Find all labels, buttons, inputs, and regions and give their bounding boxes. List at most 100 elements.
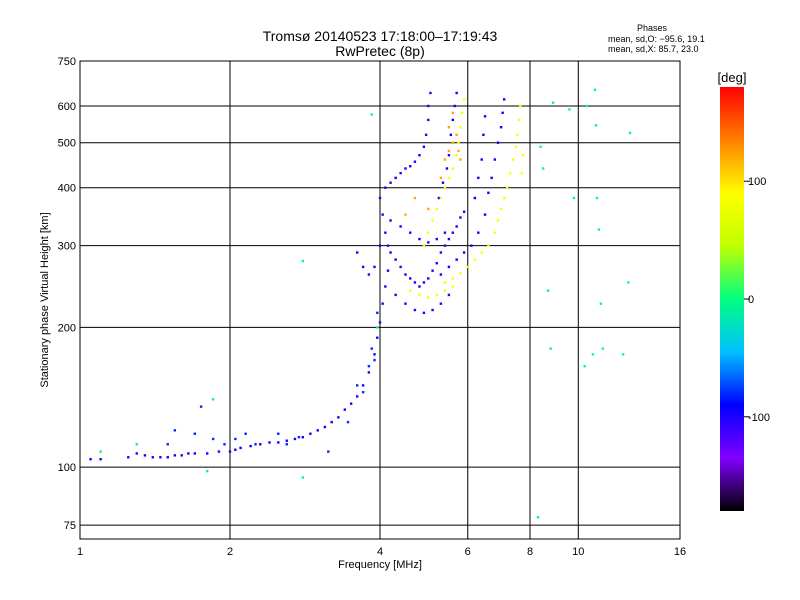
data-point bbox=[297, 435, 301, 439]
data-point bbox=[268, 441, 271, 444]
data-point bbox=[457, 141, 460, 144]
data-point bbox=[517, 118, 521, 122]
data-point bbox=[443, 186, 447, 189]
data-point bbox=[127, 456, 130, 459]
stats-line-x: mean, sd,X: 85.7, 23.0 bbox=[608, 44, 699, 54]
data-point bbox=[439, 273, 443, 276]
data-point bbox=[424, 133, 428, 137]
data-point bbox=[409, 231, 412, 234]
data-point bbox=[451, 118, 455, 122]
data-point bbox=[628, 131, 632, 135]
data-point bbox=[211, 437, 215, 441]
data-point bbox=[418, 237, 421, 241]
data-point bbox=[399, 171, 402, 175]
data-point bbox=[597, 228, 601, 231]
data-point bbox=[435, 293, 438, 297]
data-point bbox=[462, 98, 466, 101]
data-point bbox=[413, 196, 417, 200]
data-point bbox=[99, 450, 102, 453]
data-point bbox=[435, 237, 438, 241]
data-point bbox=[277, 432, 280, 435]
data-point bbox=[404, 302, 407, 305]
data-point bbox=[443, 158, 447, 161]
y-tick-label: 100 bbox=[58, 462, 76, 474]
data-point bbox=[601, 347, 605, 350]
data-point bbox=[239, 446, 242, 450]
data-point bbox=[499, 207, 503, 211]
data-point bbox=[437, 196, 441, 200]
data-point bbox=[378, 244, 382, 247]
data-point bbox=[367, 273, 371, 276]
data-point bbox=[217, 450, 221, 453]
data-point bbox=[422, 311, 426, 315]
plot-frame bbox=[79, 60, 681, 540]
data-point bbox=[449, 133, 453, 137]
data-point bbox=[370, 113, 373, 116]
data-point bbox=[447, 293, 451, 297]
data-point bbox=[521, 153, 525, 157]
data-point bbox=[451, 285, 455, 288]
data-point bbox=[228, 450, 232, 453]
data-point bbox=[389, 251, 392, 254]
data-point bbox=[409, 289, 412, 292]
data-point bbox=[482, 133, 485, 137]
data-point bbox=[99, 458, 102, 461]
data-point bbox=[370, 347, 373, 350]
data-point bbox=[399, 225, 402, 228]
data-point bbox=[394, 293, 397, 297]
data-point bbox=[447, 126, 451, 129]
data-point bbox=[166, 443, 169, 446]
data-point bbox=[309, 432, 312, 435]
data-point bbox=[480, 251, 483, 254]
data-point bbox=[355, 251, 359, 254]
y-tick-label: 75 bbox=[64, 520, 76, 532]
data-point bbox=[234, 448, 237, 451]
data-point bbox=[89, 458, 92, 461]
x-axis-label: Frequency [MHz] bbox=[338, 559, 422, 571]
data-point bbox=[583, 364, 586, 368]
data-point bbox=[418, 153, 421, 157]
data-point bbox=[386, 269, 390, 272]
data-point bbox=[389, 219, 392, 222]
data-point bbox=[361, 384, 365, 387]
data-point bbox=[367, 371, 371, 374]
data-point bbox=[193, 432, 197, 435]
x-tick-label: 2 bbox=[227, 546, 233, 558]
data-point bbox=[323, 425, 327, 429]
data-point bbox=[593, 88, 597, 92]
data-point bbox=[441, 181, 445, 184]
data-point bbox=[480, 158, 483, 161]
data-point bbox=[539, 145, 542, 148]
data-point bbox=[447, 265, 451, 269]
data-point bbox=[447, 149, 451, 153]
colorbar-label: [deg] bbox=[718, 70, 747, 85]
data-point bbox=[343, 408, 347, 411]
data-point bbox=[259, 443, 262, 446]
data-point bbox=[473, 258, 477, 261]
data-point bbox=[496, 141, 500, 144]
data-point bbox=[487, 244, 490, 247]
data-point bbox=[187, 452, 190, 455]
data-point bbox=[455, 133, 458, 137]
data-point bbox=[285, 439, 288, 442]
data-point bbox=[451, 111, 455, 115]
data-point bbox=[459, 216, 462, 219]
axis-ticks: 1 2 4 6 8 10 16 75 100 200 300 400 500 600 750 bbox=[58, 56, 686, 558]
data-point bbox=[483, 115, 487, 118]
data-point bbox=[431, 308, 434, 312]
data-point bbox=[381, 302, 384, 305]
data-point bbox=[409, 277, 412, 280]
data-point bbox=[439, 251, 443, 254]
data-point bbox=[355, 395, 359, 398]
x-tick-label: 10 bbox=[572, 546, 584, 558]
data-point bbox=[490, 176, 493, 180]
data-point bbox=[594, 124, 598, 127]
data-point bbox=[435, 262, 438, 265]
data-point bbox=[361, 265, 365, 269]
data-point bbox=[384, 231, 387, 234]
data-point bbox=[462, 251, 466, 254]
x-tick-label: 8 bbox=[527, 546, 533, 558]
data-point bbox=[373, 358, 376, 362]
data-point bbox=[422, 281, 426, 284]
data-point bbox=[159, 456, 162, 459]
